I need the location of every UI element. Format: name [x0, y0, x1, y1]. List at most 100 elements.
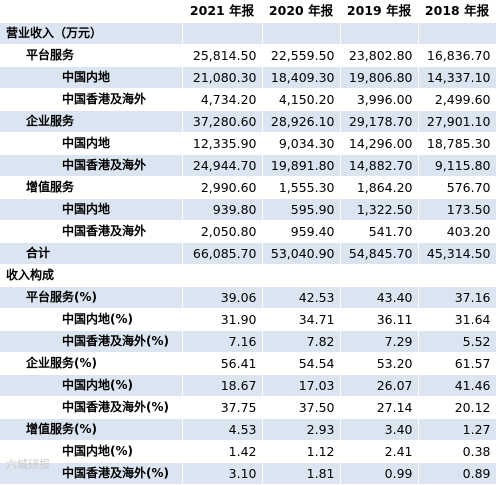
cell-value: 43.40 [340, 286, 419, 309]
cell-value [418, 22, 497, 45]
table-row: 中国内地(%) 1.42 1.12 2.41 0.38 [0, 440, 497, 463]
cell-value: 595.90 [262, 198, 341, 221]
row-label: 中国内地 [0, 132, 183, 155]
cell-value: 18.67 [182, 374, 263, 397]
table-row: 中国香港及海外 4,734.20 4,150.20 3,996.00 2,499.60 [0, 88, 497, 111]
cell-value: 26.07 [340, 374, 419, 397]
table-row: 增值服务 2,990.60 1,555.30 1,864.20 576.70 [0, 176, 497, 199]
cell-value: 18,409.30 [262, 66, 341, 89]
cell-value: 4,734.20 [182, 88, 263, 111]
table-row: 中国香港及海外(%) 7.16 7.82 7.29 5.52 [0, 330, 497, 353]
cell-value [182, 22, 263, 45]
table-row: 合计 66,085.70 53,040.90 54,845.70 45,314.50 [0, 242, 497, 265]
row-label: 营业收入（万元） [0, 22, 183, 45]
cell-value [262, 264, 341, 287]
cell-value: 3.40 [340, 418, 419, 441]
cell-value: 959.40 [262, 220, 341, 243]
cell-value: 37.75 [182, 396, 263, 419]
cell-value [340, 22, 419, 45]
table-row: 平台服务 25,814.50 22,559.50 23,802.80 16,836.70 [0, 44, 497, 67]
cell-value: 1.27 [418, 418, 497, 441]
table-row: 中国内地 12,335.90 9,034.30 14,296.00 18,785.30 [0, 132, 497, 155]
cell-value: 1,555.30 [262, 176, 341, 199]
cell-value: 19,891.80 [262, 154, 341, 177]
cell-value: 24,944.70 [182, 154, 263, 177]
row-label: 中国内地(%) [0, 308, 183, 331]
cell-value: 14,882.70 [340, 154, 419, 177]
cell-value: 12,335.90 [182, 132, 263, 155]
cell-value: 16,836.70 [418, 44, 497, 67]
cell-value: 9,115.80 [418, 154, 497, 177]
cell-value: 2,050.80 [182, 220, 263, 243]
table-row: 中国香港及海外(%) 37.75 37.50 27.14 20.12 [0, 396, 497, 419]
cell-value: 9,034.30 [262, 132, 341, 155]
row-label: 平台服务 [0, 44, 183, 67]
cell-value: 0.38 [418, 440, 497, 463]
cell-value: 403.20 [418, 220, 497, 243]
row-label: 中国香港及海外 [0, 220, 183, 243]
row-label: 企业服务(%) [0, 352, 183, 375]
row-label: 中国香港及海外 [0, 154, 183, 177]
cell-value: 17.03 [262, 374, 341, 397]
row-label: 中国内地 [0, 66, 183, 89]
cell-value: 939.80 [182, 198, 263, 221]
table-body: 营业收入（万元） 平台服务 25,814.50 22,559.50 23,802.80 1… [0, 22, 497, 485]
cell-value: 0.99 [340, 462, 419, 485]
cell-value: 1,322.50 [340, 198, 419, 221]
cell-value: 21,080.30 [182, 66, 263, 89]
cell-value: 1,864.20 [340, 176, 419, 199]
row-label: 合计 [0, 242, 183, 265]
cell-value: 39.06 [182, 286, 263, 309]
cell-value: 31.90 [182, 308, 263, 331]
table-row: 中国内地 21,080.30 18,409.30 19,806.80 14,337.10 [0, 66, 497, 89]
cell-value: 27,901.10 [418, 110, 497, 133]
cell-value: 53.20 [340, 352, 419, 375]
cell-value: 37,280.60 [182, 110, 263, 133]
cell-value: 34.71 [262, 308, 341, 331]
cell-value: 3,996.00 [340, 88, 419, 111]
table-row: 中国内地(%) 18.67 17.03 26.07 41.46 [0, 374, 497, 397]
table-row: 平台服务(%) 39.06 42.53 43.40 37.16 [0, 286, 497, 309]
cell-value: 7.82 [262, 330, 341, 353]
cell-value: 2,990.60 [182, 176, 263, 199]
cell-value: 576.70 [418, 176, 497, 199]
table-row: 中国香港及海外 24,944.70 19,891.80 14,882.70 9,115.… [0, 154, 497, 177]
cell-value [340, 264, 419, 287]
row-label: 中国香港及海外(%) [0, 330, 183, 353]
header-year: 2020 年报 [262, 0, 341, 23]
cell-value: 1.12 [262, 440, 341, 463]
cell-value: 0.89 [418, 462, 497, 485]
cell-value: 4,150.20 [262, 88, 341, 111]
cell-value: 53,040.90 [262, 242, 341, 265]
row-label: 企业服务 [0, 110, 183, 133]
cell-value: 7.16 [182, 330, 263, 353]
cell-value: 20.12 [418, 396, 497, 419]
cell-value: 7.29 [340, 330, 419, 353]
row-label: 中国内地(%) [0, 440, 183, 463]
cell-value: 2.93 [262, 418, 341, 441]
table-row: 中国内地 939.80 595.90 1,322.50 173.50 [0, 198, 497, 221]
cell-value: 173.50 [418, 198, 497, 221]
row-label: 中国内地(%) [0, 374, 183, 397]
row-label: 增值服务 [0, 176, 183, 199]
cell-value: 37.16 [418, 286, 497, 309]
cell-value: 36.11 [340, 308, 419, 331]
table-row: 中国香港及海外(%) 3.10 1.81 0.99 0.89 [0, 462, 497, 485]
header-row: 2021 年报 2020 年报 2019 年报 2018 年报 [0, 0, 497, 23]
cell-value: 54.54 [262, 352, 341, 375]
row-label: 中国内地 [0, 198, 183, 221]
cell-value: 66,085.70 [182, 242, 263, 265]
cell-value: 25,814.50 [182, 44, 263, 67]
cell-value: 3.10 [182, 462, 263, 485]
cell-value: 31.64 [418, 308, 497, 331]
cell-value: 41.46 [418, 374, 497, 397]
cell-value: 29,178.70 [340, 110, 419, 133]
table-row: 企业服务 37,280.60 28,926.10 29,178.70 27,901.10 [0, 110, 497, 133]
cell-value: 4.53 [182, 418, 263, 441]
table-row: 企业服务(%) 56.41 54.54 53.20 61.57 [0, 352, 497, 375]
cell-value: 22,559.50 [262, 44, 341, 67]
cell-value [262, 22, 341, 45]
row-label: 增值服务(%) [0, 418, 183, 441]
table-row: 增值服务(%) 4.53 2.93 3.40 1.27 [0, 418, 497, 441]
